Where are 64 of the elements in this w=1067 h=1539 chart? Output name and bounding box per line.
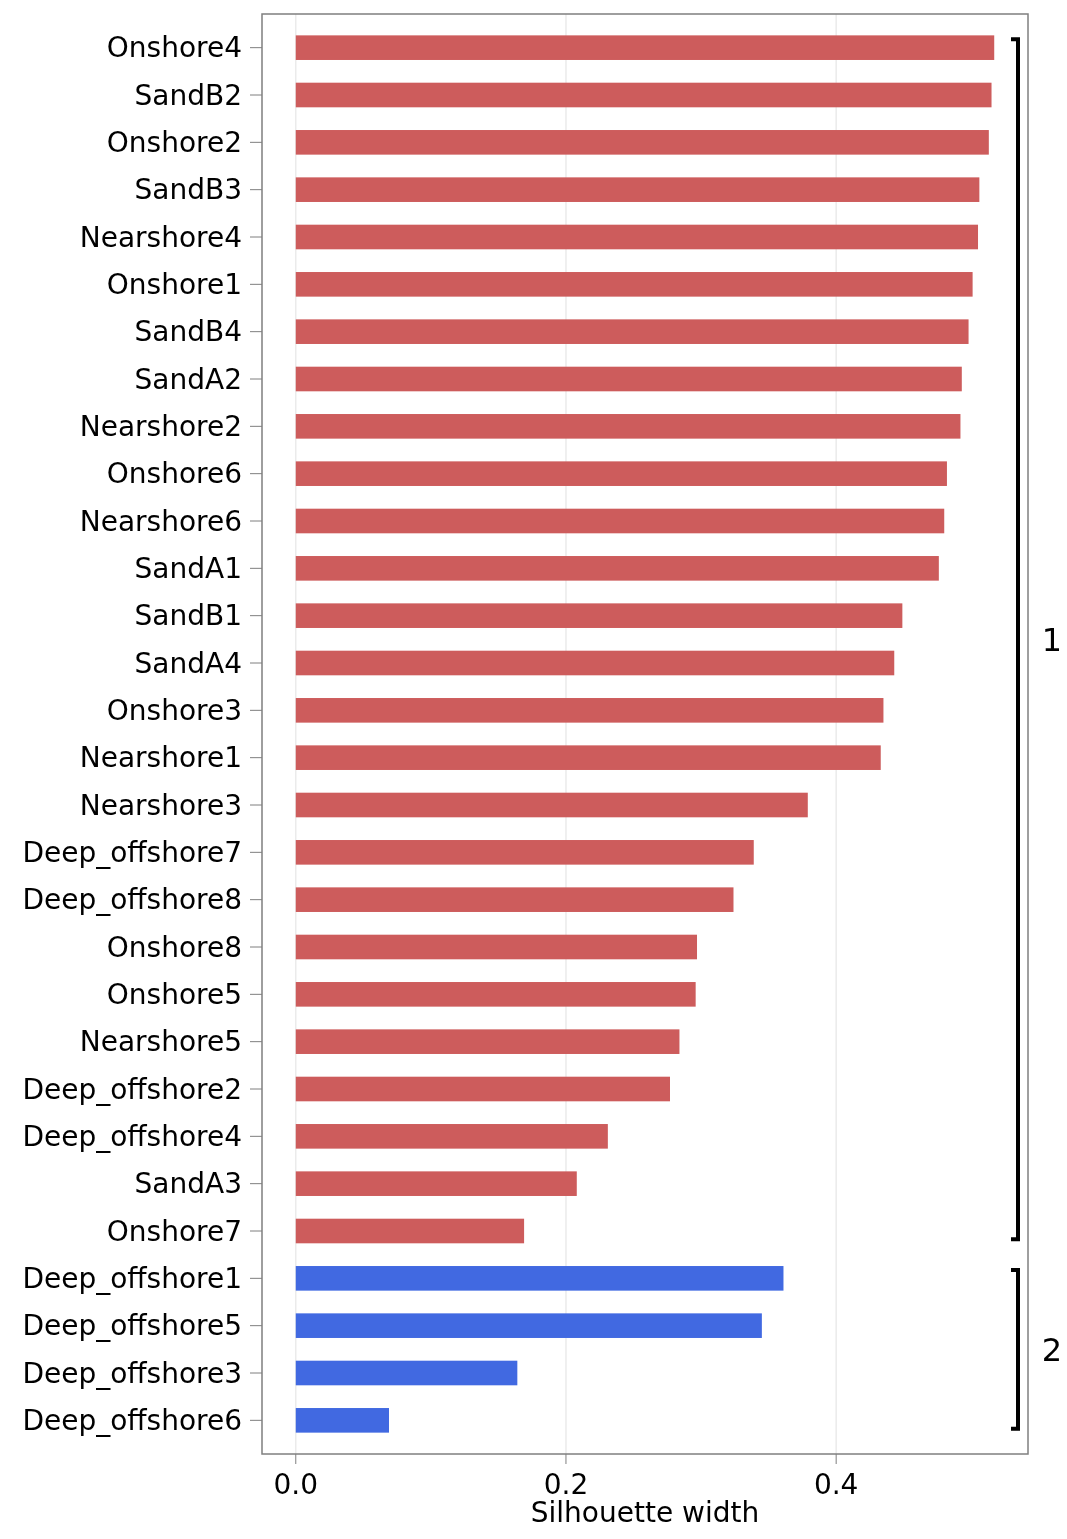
y-tick-label: SandB1 (134, 599, 242, 633)
bar (295, 461, 947, 486)
bar (295, 792, 808, 818)
y-tick-label: SandA3 (134, 1167, 242, 1201)
bar (295, 1360, 518, 1386)
bar (295, 1266, 784, 1291)
bar (295, 414, 961, 439)
bar (295, 1076, 670, 1102)
bar (295, 272, 973, 297)
y-tick-label: Onshore2 (106, 126, 242, 160)
text: 1 (1041, 620, 1063, 659)
bar (295, 35, 995, 60)
y-tick-label: Nearshore5 (79, 1025, 242, 1059)
bar (295, 319, 969, 344)
y-tick-label: Onshore7 (106, 1214, 242, 1248)
y-tick-label: SandB4 (134, 315, 242, 349)
bar (295, 1313, 762, 1338)
bar (295, 130, 989, 155)
y-tick-label: Onshore1 (106, 268, 242, 302)
y-tick-label: Onshore5 (106, 978, 242, 1012)
y-tick-label: Deep_offshore4 (22, 1120, 242, 1154)
y-tick-label: Deep_offshore8 (22, 883, 242, 917)
bar (295, 177, 980, 202)
y-tick-label: SandB2 (134, 78, 242, 112)
y-tick-label: SandA4 (134, 646, 242, 680)
bar (295, 745, 881, 770)
y-tick-label: Onshore4 (106, 31, 242, 65)
y-tick-label: Deep_offshore2 (22, 1072, 242, 1106)
y-tick-label: Onshore8 (106, 930, 242, 964)
bar (295, 1408, 389, 1433)
bar (295, 1218, 525, 1244)
bar (295, 1171, 577, 1196)
bar (295, 698, 884, 723)
y-tick-label: Onshore6 (106, 457, 242, 491)
bar (295, 982, 696, 1007)
bar (295, 366, 962, 392)
y-tick-label: Deep_offshore6 (22, 1404, 242, 1438)
text: 2 (1041, 1330, 1063, 1369)
bar (295, 82, 992, 108)
y-tick-label: Onshore3 (106, 694, 242, 728)
y-tick-label: Nearshore2 (79, 410, 242, 444)
y-tick-label: Nearshore4 (79, 220, 242, 254)
bar (295, 603, 903, 628)
y-tick-label: Deep_offshore3 (22, 1356, 242, 1390)
y-tick-label: Deep_offshore7 (22, 836, 242, 870)
x-tick-label: 0.4 (813, 1468, 859, 1501)
bar (295, 840, 754, 865)
y-tick-label: SandA2 (134, 362, 242, 396)
bar (295, 224, 979, 250)
bar (295, 508, 945, 534)
y-tick-label: SandB3 (134, 173, 242, 207)
y-tick-label: Deep_offshore1 (22, 1262, 242, 1296)
y-tick-label: SandA1 (134, 552, 242, 586)
y-tick-label: Nearshore3 (79, 788, 242, 822)
y-tick-label: Deep_offshore5 (22, 1309, 242, 1343)
bar (295, 1029, 680, 1054)
bar (295, 1124, 608, 1149)
bar (295, 887, 734, 912)
bar (295, 934, 698, 960)
y-tick-label: Nearshore1 (79, 741, 242, 775)
y-tick-label: Nearshore6 (79, 504, 242, 538)
bar (295, 556, 939, 581)
x-tick-label: 0.0 (273, 1468, 319, 1501)
bar (295, 650, 895, 676)
